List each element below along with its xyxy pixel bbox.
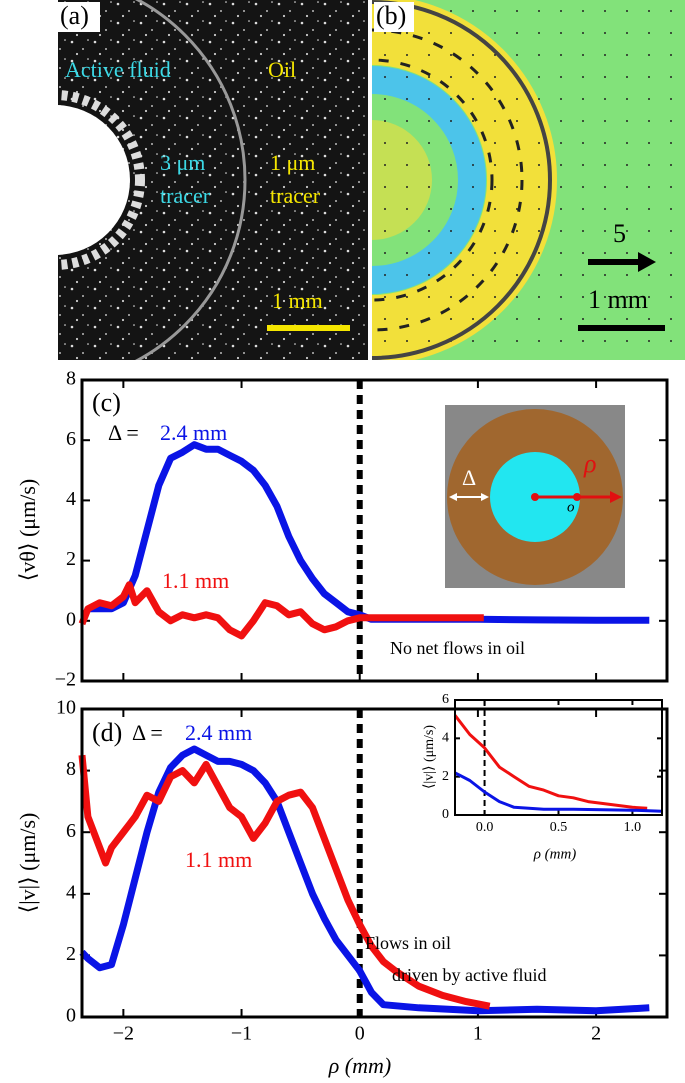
diagram-label: ρ	[583, 449, 596, 478]
diagram	[445, 405, 625, 588]
annotation: Δ =	[132, 720, 168, 745]
y-tick-label: 4	[442, 731, 449, 746]
x-tick-label: 0.5	[550, 820, 568, 835]
y-tick-label: 0	[66, 1005, 76, 1027]
x-axis-label: ρ (mm)	[328, 1053, 392, 1078]
x-tick-label: 1	[473, 1023, 483, 1045]
label: Active fluid	[65, 57, 171, 82]
series-line	[454, 771, 663, 813]
y-axis-label: ⟨|v|⟩ (μm/s)	[422, 725, 437, 789]
y-tick-label: 4	[66, 488, 76, 510]
axes-frame	[454, 699, 663, 816]
x-axis-label: ρ (mm)	[533, 846, 577, 862]
y-tick-label: 8	[66, 368, 76, 390]
plot-background	[82, 709, 667, 1017]
scale-label: 1 mm	[272, 288, 323, 313]
y-axis-label: ⟨vθ⟩ (μm/s)	[15, 479, 40, 581]
y-tick-label: 10	[56, 697, 76, 719]
y-axis-label: ⟨|v|⟩ (μm/s)	[15, 813, 40, 914]
series-label: 1.1 mm	[185, 847, 252, 872]
image-b	[372, 0, 685, 360]
y-tick-label: 6	[66, 820, 76, 842]
y-tick-label: 0	[442, 807, 449, 822]
annotation: No net flows in oil	[390, 638, 525, 658]
y-tick-label: 8	[66, 758, 76, 780]
y-tick-label: 6	[66, 428, 76, 450]
diagram-label: Δ	[462, 465, 476, 490]
axes-frame	[80, 378, 669, 683]
scale-label: 1 mm	[588, 285, 648, 314]
panel-label: (b)	[376, 1, 406, 30]
annotation: Flows in oil	[365, 933, 451, 953]
y-tick-label: 0	[66, 608, 76, 630]
x-tick-label: 1.0	[624, 820, 642, 835]
series-line	[78, 754, 491, 1010]
image-a	[58, 0, 368, 360]
y-tick-label: 4	[66, 881, 76, 903]
panel-label: (d)	[92, 718, 122, 747]
label-box	[58, 2, 100, 32]
panel-label: (a)	[60, 1, 89, 30]
series-label: 1.1 mm	[162, 568, 229, 593]
label: 1 μm	[270, 150, 315, 175]
y-tick-label: 2	[66, 943, 76, 965]
y-tick-label: −2	[55, 669, 76, 691]
series-line	[453, 714, 648, 810]
annotation: driven by active fluid	[392, 965, 546, 985]
annotation: Δ =	[108, 420, 144, 445]
series-label: 2.4 mm	[185, 720, 252, 745]
y-tick-label: 2	[442, 769, 449, 784]
label: tracer	[270, 183, 321, 208]
diagram-label: o	[567, 499, 575, 515]
arrow-scale: 5	[613, 219, 626, 248]
panel-label: (c)	[92, 388, 121, 417]
y-tick-label: 6	[442, 692, 449, 707]
x-tick-label: −2	[113, 1023, 134, 1045]
x-tick-label: 0.0	[476, 820, 494, 835]
x-tick-label: −1	[231, 1023, 252, 1045]
label: tracer	[160, 183, 211, 208]
axes-frame	[80, 707, 669, 1019]
y-tick-label: 2	[66, 548, 76, 570]
series-line	[78, 581, 484, 640]
label-box	[374, 2, 414, 32]
label: Oil	[268, 57, 296, 82]
series-line	[79, 745, 650, 1015]
series-label: 2.4 mm	[160, 420, 227, 445]
x-tick-label: 2	[591, 1023, 601, 1045]
label: 3 μm	[160, 150, 205, 175]
x-tick-label: 0	[355, 1023, 365, 1045]
